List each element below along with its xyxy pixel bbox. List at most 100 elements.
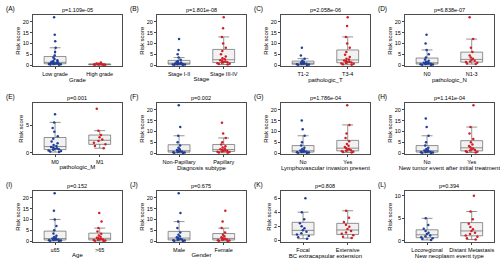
svg-text:Risk score: Risk score [266, 202, 272, 231]
svg-text:p=1.141e-04: p=1.141e-04 [434, 95, 465, 101]
svg-text:Age: Age [72, 252, 83, 258]
svg-text:p=0.808: p=0.808 [315, 183, 335, 189]
svg-text:(H): (H) [378, 93, 387, 101]
svg-text:(F): (F) [130, 93, 138, 101]
svg-text:T3-4: T3-4 [342, 71, 353, 77]
svg-text:10: 10 [147, 40, 153, 46]
svg-text:10: 10 [395, 193, 401, 199]
svg-text:(D): (D) [378, 5, 387, 13]
svg-text:0: 0 [398, 150, 401, 156]
svg-text:Low grade: Low grade [42, 71, 68, 77]
svg-text:5: 5 [150, 227, 153, 233]
svg-text:≤65: ≤65 [51, 247, 60, 253]
svg-text:Risk score: Risk score [387, 26, 393, 55]
svg-text:pathologic_T: pathologic_T [308, 77, 343, 83]
svg-text:Non-Papillary: Non-Papillary [163, 159, 196, 165]
svg-text:15: 15 [395, 30, 401, 36]
svg-text:>65: >65 [95, 247, 104, 253]
svg-text:N0: N0 [424, 71, 431, 77]
svg-text:0: 0 [398, 62, 401, 68]
svg-text:0: 0 [26, 62, 29, 68]
svg-text:5: 5 [398, 139, 401, 145]
svg-text:p=1.801e-08: p=1.801e-08 [186, 7, 217, 13]
svg-text:pathologic_M: pathologic_M [60, 164, 96, 170]
svg-text:5: 5 [150, 139, 153, 145]
svg-text:(A): (A) [6, 5, 15, 13]
svg-text:High grade: High grade [86, 71, 113, 77]
svg-text:Risk score: Risk score [139, 114, 145, 143]
svg-text:15: 15 [147, 206, 153, 212]
svg-text:Yes: Yes [343, 159, 352, 165]
svg-text:15: 15 [23, 30, 29, 36]
svg-text:15: 15 [147, 118, 153, 124]
svg-text:p=2.058e-06: p=2.058e-06 [310, 7, 341, 13]
svg-text:10: 10 [395, 128, 401, 134]
svg-text:0: 0 [274, 150, 277, 156]
svg-text:(K): (K) [254, 181, 263, 189]
svg-text:10: 10 [395, 40, 401, 46]
svg-text:10: 10 [147, 128, 153, 134]
svg-text:15: 15 [271, 118, 277, 124]
svg-text:p=0.675: p=0.675 [191, 183, 211, 189]
svg-text:15: 15 [395, 118, 401, 124]
svg-text:4: 4 [274, 209, 277, 215]
svg-text:Risk score: Risk score [387, 114, 393, 143]
svg-text:15: 15 [23, 206, 29, 212]
svg-text:20: 20 [147, 19, 153, 25]
svg-text:15: 15 [147, 30, 153, 36]
svg-text:10: 10 [147, 216, 153, 222]
svg-text:Risk score: Risk score [15, 202, 21, 231]
svg-text:p=1.109e-05: p=1.109e-05 [62, 7, 93, 13]
svg-text:5: 5 [26, 51, 29, 57]
svg-text:10: 10 [23, 216, 29, 222]
svg-text:Stage I-II: Stage I-II [168, 71, 191, 77]
svg-text:Distant Metastasis: Distant Metastasis [449, 247, 494, 253]
svg-text:(B): (B) [130, 5, 139, 13]
svg-text:pathologic_N: pathologic_N [432, 77, 467, 83]
svg-text:Lymphovascular invasion presen: Lymphovascular invasion present [281, 165, 370, 171]
svg-text:2: 2 [274, 223, 277, 229]
svg-text:T1-2: T1-2 [297, 71, 308, 77]
svg-text:10: 10 [271, 40, 277, 46]
svg-text:Locoregional: Locoregional [411, 247, 443, 253]
svg-text:0: 0 [26, 238, 29, 244]
svg-text:5: 5 [26, 122, 29, 128]
svg-text:Risk score: Risk score [139, 26, 145, 55]
svg-text:(C): (C) [254, 5, 263, 13]
svg-text:New tumor event after initial: New tumor event after initial treatment [399, 165, 500, 171]
svg-text:(J): (J) [130, 181, 138, 189]
svg-text:Stage III-IV: Stage III-IV [210, 71, 238, 77]
svg-text:Papillary: Papillary [213, 159, 234, 165]
svg-text:p=6.838e-07: p=6.838e-07 [434, 7, 465, 13]
svg-text:Risk score: Risk score [387, 202, 393, 231]
svg-text:(L): (L) [378, 181, 386, 189]
svg-text:0: 0 [26, 150, 29, 156]
svg-text:Focal: Focal [296, 247, 309, 253]
svg-text:5: 5 [274, 51, 277, 57]
svg-text:20: 20 [395, 107, 401, 113]
svg-text:6: 6 [274, 195, 277, 201]
svg-text:Female: Female [215, 247, 233, 253]
svg-text:20: 20 [395, 19, 401, 25]
svg-text:0: 0 [274, 62, 277, 68]
svg-text:0: 0 [150, 238, 153, 244]
svg-text:Risk score: Risk score [15, 26, 21, 55]
svg-text:Extensive: Extensive [336, 247, 360, 253]
svg-text:Risk score: Risk score [263, 114, 269, 143]
svg-text:p=0.152: p=0.152 [67, 183, 87, 189]
svg-text:0: 0 [150, 62, 153, 68]
svg-text:5: 5 [274, 139, 277, 145]
svg-text:10: 10 [23, 40, 29, 46]
svg-text:New neoplasm event type: New neoplasm event type [415, 253, 485, 259]
svg-text:Grade: Grade [69, 77, 86, 83]
svg-text:Risk score: Risk score [263, 26, 269, 55]
svg-text:N1-3: N1-3 [466, 71, 478, 77]
svg-text:Stage: Stage [194, 76, 210, 82]
svg-text:Male: Male [173, 247, 185, 253]
svg-text:0: 0 [274, 237, 277, 243]
svg-text:5: 5 [398, 215, 401, 221]
svg-text:Risk score: Risk score [18, 114, 24, 143]
svg-text:p=1.786e-04: p=1.786e-04 [310, 95, 341, 101]
svg-text:10: 10 [271, 128, 277, 134]
svg-text:(I): (I) [6, 181, 12, 189]
